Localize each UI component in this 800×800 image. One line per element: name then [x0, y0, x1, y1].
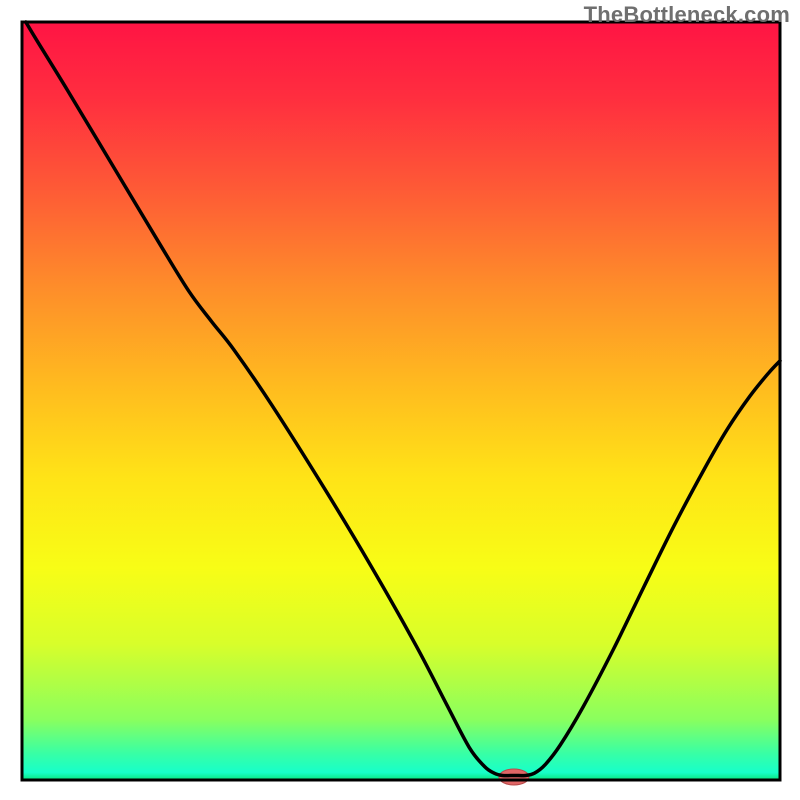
bottleneck-chart [0, 0, 800, 800]
chart-container: { "type": "line-on-gradient", "canvas": … [0, 0, 800, 800]
watermark-text: TheBottleneck.com [584, 2, 790, 28]
gradient-background [22, 22, 780, 780]
